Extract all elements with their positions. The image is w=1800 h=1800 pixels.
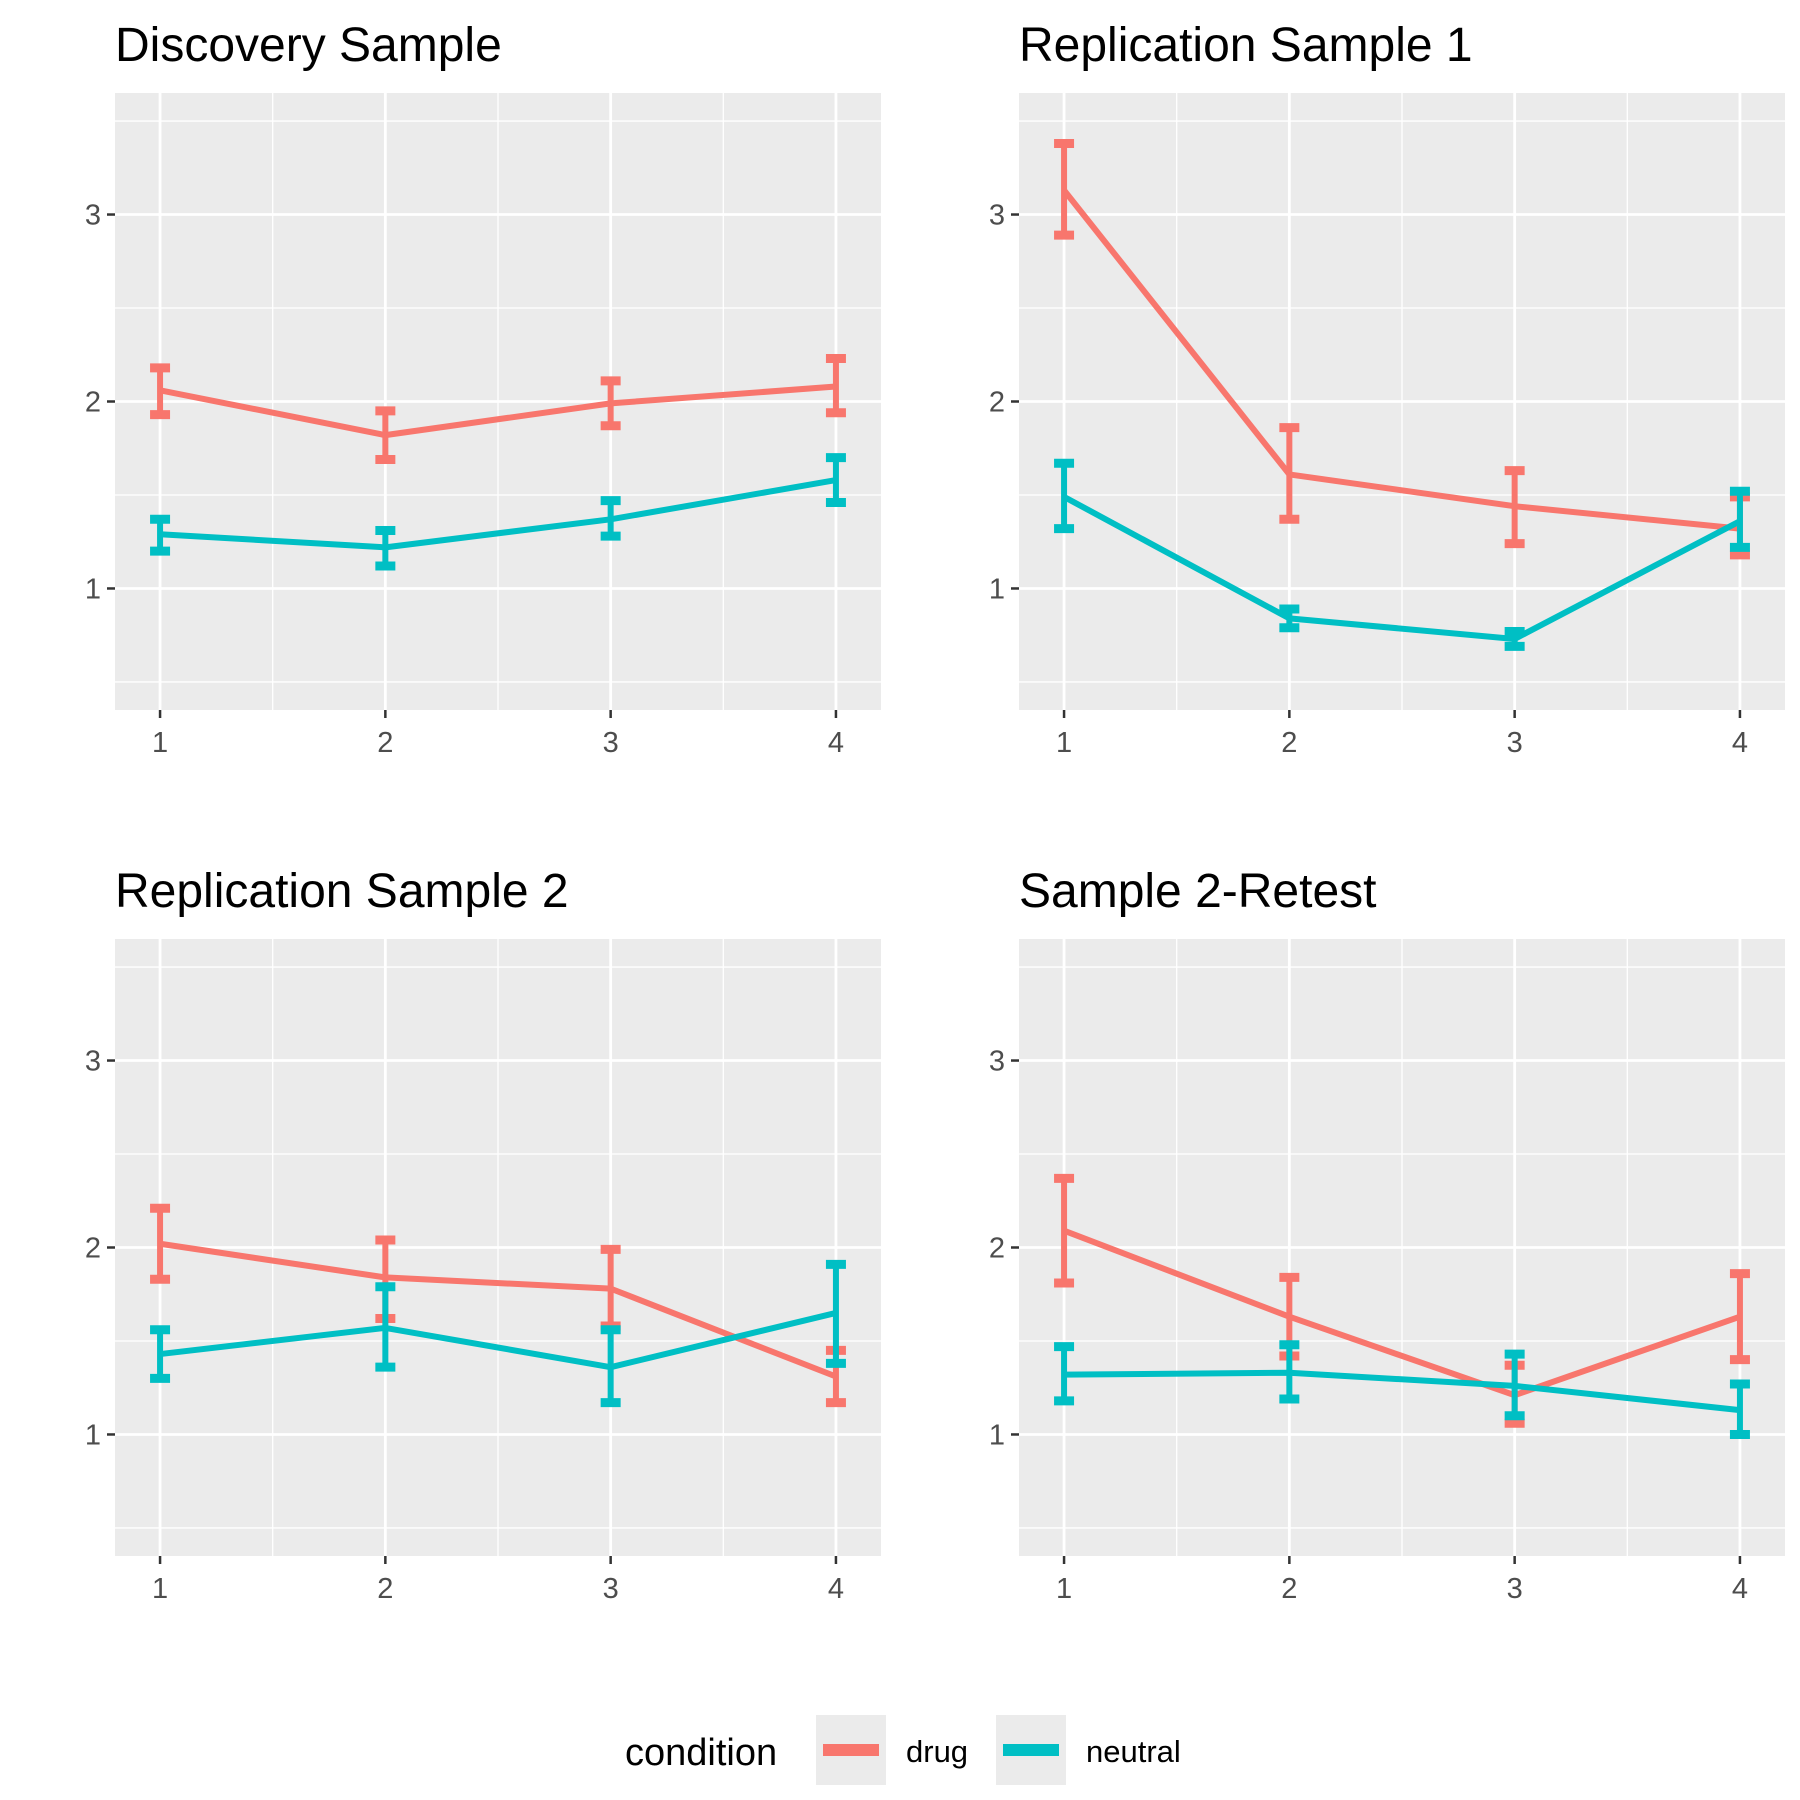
panel-4: Sample 2-Retest 1 2 3 1 2 3 4 (989, 865, 1785, 1605)
series-line-drug (1062, 1227, 1741, 1399)
x-tick-label: 4 (828, 1573, 844, 1605)
y-tick-label: 3 (989, 200, 1005, 232)
panel-3: Replication Sample 2 1 2 3 1 2 3 4 (85, 865, 881, 1605)
error-bar-drug (825, 353, 846, 418)
y-tick-label: 1 (85, 573, 101, 605)
y-tick-label: 3 (85, 1046, 101, 1078)
panel-1: Discovery Sample 1 2 3 1 2 3 4 (85, 19, 881, 759)
x-tick-label: 2 (377, 1573, 393, 1605)
series-drug (1054, 1173, 1750, 1428)
series-line-drug (159, 383, 837, 439)
x-tick-label: 3 (603, 727, 619, 759)
error-bar-neutral (1729, 486, 1750, 552)
legend: condition drug neutral (625, 1715, 1181, 1785)
legend-label-neutral: neutral (1086, 1734, 1181, 1769)
x-tick-label: 4 (828, 727, 844, 759)
y-tick-label: 1 (989, 1419, 1005, 1451)
x-tick-label: 2 (1281, 727, 1297, 759)
y-tick-label: 2 (989, 1233, 1005, 1265)
series-neutral (150, 1259, 846, 1408)
x-tick-label: 2 (1281, 1573, 1297, 1605)
panel-title: Replication Sample 2 (115, 865, 569, 918)
series-line-neutral (1064, 1369, 1741, 1414)
panel-2: Replication Sample 1 1 2 3 1 2 3 4 (989, 19, 1785, 759)
series-line-drug (159, 1240, 838, 1380)
error-bar-drug (1729, 1269, 1750, 1365)
x-tick-label: 3 (603, 1573, 619, 1605)
y-tick-label: 3 (85, 200, 101, 232)
x-tick-label: 4 (1732, 1573, 1748, 1605)
series-neutral (150, 453, 846, 571)
series-neutral (1054, 1340, 1750, 1439)
error-bar-neutral (1054, 458, 1075, 534)
y-tick-label: 3 (989, 1046, 1005, 1078)
series-line-drug (1061, 188, 1741, 532)
y-tick-label: 1 (85, 1419, 101, 1451)
y-tick-label: 2 (85, 387, 101, 419)
series-line-neutral (1062, 494, 1742, 642)
legend-title: condition (625, 1732, 777, 1774)
panel-title: Sample 2-Retest (1019, 865, 1377, 918)
series-line-neutral (159, 1310, 837, 1371)
panel-title: Discovery Sample (115, 19, 502, 72)
y-tick-label: 1 (989, 573, 1005, 605)
series-neutral (1054, 458, 1750, 651)
x-tick-label: 1 (152, 1573, 168, 1605)
x-tick-label: 3 (1507, 1573, 1523, 1605)
panel-title: Replication Sample 1 (1019, 19, 1473, 72)
y-tick-label: 2 (85, 1233, 101, 1265)
series-line-neutral (159, 477, 837, 551)
x-tick-label: 1 (1056, 727, 1072, 759)
x-tick-label: 2 (377, 727, 393, 759)
error-bar-drug (150, 1203, 171, 1284)
series-drug (150, 353, 846, 464)
x-tick-label: 3 (1507, 727, 1523, 759)
x-tick-label: 1 (1056, 1573, 1072, 1605)
y-tick-label: 2 (989, 387, 1005, 419)
error-bar-drug (1054, 138, 1075, 240)
x-tick-label: 1 (152, 727, 168, 759)
x-tick-label: 4 (1732, 727, 1748, 759)
legend-label-drug: drug (906, 1734, 968, 1769)
